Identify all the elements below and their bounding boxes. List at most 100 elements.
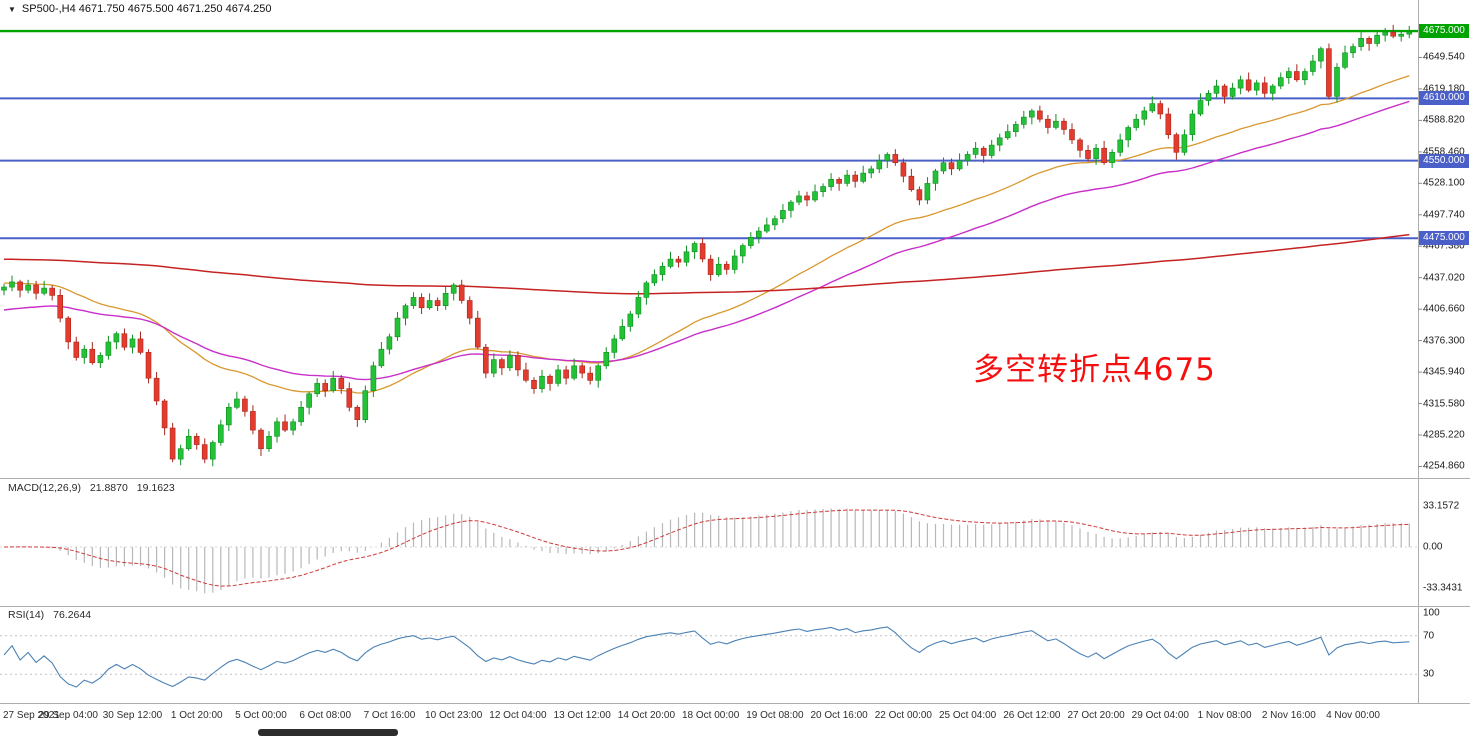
ma-slow-line <box>3 233 1410 295</box>
candle-body <box>699 243 706 260</box>
candle-body <box>932 170 939 184</box>
time-axis-label: 26 Oct 12:00 <box>1003 710 1061 721</box>
symbol-ohlc-title: SP500-,H4 4671.750 4675.500 4671.250 467… <box>21 3 272 15</box>
candle-body <box>282 421 288 431</box>
time-axis-label: 30 Sep 12:00 <box>102 710 163 721</box>
candle-body <box>555 369 561 384</box>
price-axis-label: 4558.460 <box>1423 146 1465 158</box>
candle-body <box>900 162 907 177</box>
candle-body <box>1165 113 1172 136</box>
candle-body <box>266 435 272 449</box>
candle-body <box>306 393 312 408</box>
candle-body <box>996 137 1003 146</box>
rsi-panel[interactable] <box>0 626 1418 688</box>
level-price-badge: 4550.000 <box>1419 153 1469 168</box>
candle-body <box>1053 120 1059 128</box>
candle-body <box>1109 152 1115 164</box>
candle-body <box>1310 60 1316 72</box>
candle-body <box>892 154 899 163</box>
time-axis-label: 5 Oct 00:00 <box>235 710 287 721</box>
candle-body <box>763 224 770 232</box>
candle-body <box>193 435 200 445</box>
candle-body <box>1125 127 1131 141</box>
candle-body <box>474 317 481 348</box>
candle-body <box>1294 71 1300 81</box>
candle-body <box>916 189 923 201</box>
rsi-label: RSI(14) 76.2644 <box>8 609 97 621</box>
main-chart-panel[interactable] <box>0 24 1418 467</box>
candle-body <box>1318 48 1324 62</box>
candle-body <box>298 406 304 423</box>
candle-body <box>1061 120 1067 130</box>
candle-body <box>828 179 834 187</box>
candle-body <box>177 448 184 460</box>
candle-body <box>210 442 216 460</box>
price-axis-label: 4588.820 <box>1423 114 1465 126</box>
candle-body <box>25 284 31 291</box>
candle-body <box>940 162 947 172</box>
time-axis-label: 2 Nov 16:00 <box>1261 710 1316 721</box>
candle-body <box>956 160 963 170</box>
time-axis-label: 20 Oct 16:00 <box>810 710 868 721</box>
level-price-badge: 4675.000 <box>1419 24 1469 39</box>
candle-body <box>1390 31 1396 37</box>
candle-body <box>290 421 296 431</box>
candle-body <box>1181 134 1188 153</box>
macd-label: MACD(12,26,9) 21.8870 19.1623 <box>8 482 181 494</box>
candle-body <box>1350 46 1356 54</box>
bottom-scrollbar-thumb[interactable] <box>258 729 398 736</box>
candle-body <box>1020 116 1027 125</box>
candle-body <box>57 294 64 319</box>
candle-body <box>611 338 618 353</box>
candle-body <box>579 365 586 374</box>
candle-body <box>723 263 730 270</box>
symbol-dropdown-icon[interactable]: ▼ <box>8 4 16 14</box>
candle-body <box>33 284 39 294</box>
candle-body <box>980 147 987 156</box>
candle-body <box>17 281 23 291</box>
candle-body <box>691 243 698 253</box>
time-axis-label: 4 Nov 00:00 <box>1326 710 1380 721</box>
candle-body <box>1101 147 1107 163</box>
candle-body <box>137 338 144 353</box>
candle-body <box>1253 82 1260 91</box>
candle-body <box>242 398 248 412</box>
rsi-line <box>3 626 1410 688</box>
candle-body <box>1029 110 1035 118</box>
candle-body <box>1398 33 1404 37</box>
candle-body <box>571 365 577 379</box>
candle-body <box>627 313 634 327</box>
candle-body <box>378 348 385 367</box>
candle-body <box>41 287 47 294</box>
candle-body <box>121 333 128 348</box>
time-axis-label: 1 Oct 20:00 <box>170 710 223 721</box>
candle-body <box>755 230 762 238</box>
price-axis-label: 4315.580 <box>1423 398 1465 410</box>
candle-body <box>466 300 473 319</box>
candle-body <box>1141 110 1148 120</box>
candle-body <box>1406 31 1413 35</box>
macd-panel[interactable] <box>0 508 1418 594</box>
time-axis-label: 13 Oct 12:00 <box>553 710 611 721</box>
candle-body <box>338 377 345 389</box>
time-axis-label: 6 Oct 08:00 <box>299 710 352 721</box>
candle-body <box>1326 48 1332 97</box>
candle-body <box>731 255 738 270</box>
candle-body <box>226 406 232 426</box>
time-axis-label: 12 Oct 04:00 <box>489 710 547 721</box>
candle-body <box>442 292 449 306</box>
candle-body <box>274 421 280 437</box>
candle-body <box>972 147 979 155</box>
candle-body <box>675 258 682 263</box>
candle-body <box>105 341 112 356</box>
rsi-axis-label: 100 <box>1423 607 1440 619</box>
candle-body <box>659 265 666 275</box>
candle-body <box>844 174 850 184</box>
macd-axis-label: 33.1572 <box>1423 500 1460 512</box>
candle-body <box>1012 124 1019 133</box>
candle-body <box>667 258 674 267</box>
candle-body <box>772 218 778 226</box>
candle-body <box>563 369 569 379</box>
